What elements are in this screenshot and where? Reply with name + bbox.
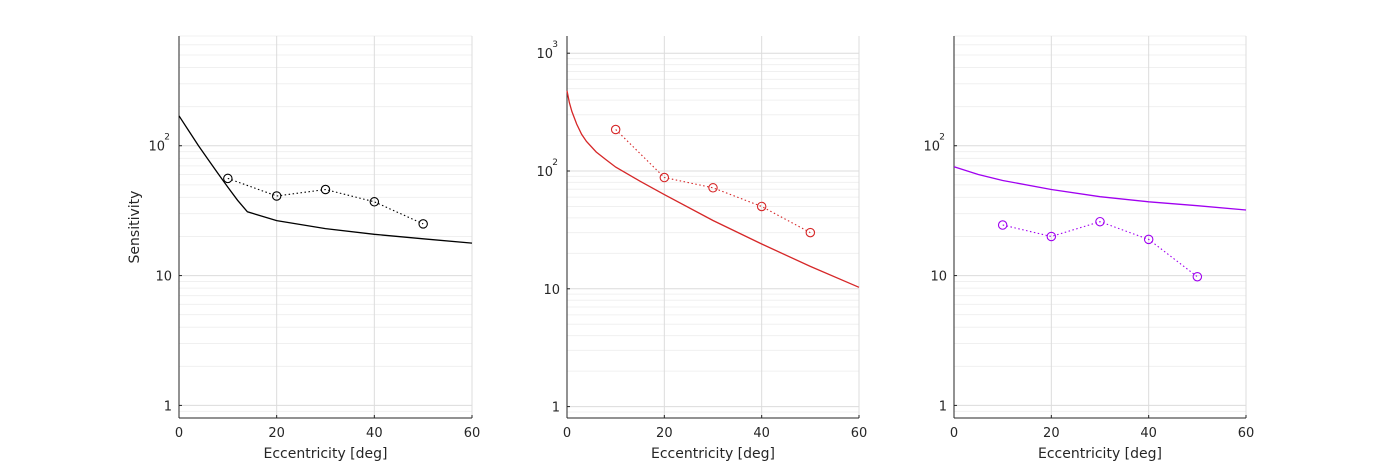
data-point-marker [805, 227, 816, 238]
series-line-dotted [1002, 221, 1198, 278]
y-tick-exponent: 2 [164, 133, 170, 143]
data-point-marker [997, 220, 1008, 230]
data-point-marker [369, 197, 380, 207]
data-point-marker [659, 172, 670, 183]
x-tick-label: 20 [1043, 426, 1060, 441]
data-point-marker [223, 173, 233, 184]
y-tick-label: 10 [930, 270, 947, 285]
data-point-marker [320, 184, 331, 195]
y-tick-label: 10 [543, 283, 560, 298]
x-tick-label: 0 [175, 426, 183, 441]
data-point-marker [756, 201, 767, 212]
data-point-marker [1192, 271, 1203, 282]
y-tick-label: 10 [923, 140, 940, 155]
data-point-marker [708, 183, 718, 193]
x-tick-label: 60 [851, 426, 868, 441]
x-tick-label: 20 [656, 426, 673, 441]
y-tick-exponent: 2 [939, 133, 945, 143]
series-line-dotted [227, 177, 424, 225]
x-tick-label: 60 [464, 426, 481, 441]
y-tick-label: 1 [552, 401, 560, 416]
data-point-marker [271, 191, 282, 201]
y-tick-label: 10 [148, 140, 165, 155]
y-tick-label: 10 [536, 165, 553, 180]
data-point-marker [418, 219, 428, 229]
y-tick-exponent: 3 [552, 40, 558, 50]
data-point-marker [610, 124, 621, 135]
y-axis-label: Sensitivity [127, 191, 143, 264]
series-line-fit [953, 166, 1247, 211]
data-point-marker [1095, 216, 1105, 227]
x-axis-label: Eccentricity [deg] [651, 446, 775, 462]
x-tick-label: 0 [563, 426, 571, 441]
series-line-fit [566, 90, 860, 288]
x-tick-label: 40 [366, 426, 383, 441]
x-axis-label: Eccentricity [deg] [264, 446, 388, 462]
x-tick-label: 40 [753, 426, 770, 441]
data-point-marker [1046, 231, 1057, 242]
y-tick-label: 10 [155, 270, 172, 285]
series-line-dotted [615, 129, 811, 234]
y-tick-label: 10 [536, 47, 553, 62]
x-axis-label: Eccentricity [deg] [1038, 446, 1162, 462]
data-point-marker [1143, 234, 1154, 245]
x-tick-label: 60 [1238, 426, 1255, 441]
x-tick-label: 0 [950, 426, 958, 441]
y-tick-exponent: 2 [552, 158, 558, 168]
y-tick-label: 1 [939, 399, 947, 414]
series-line-fit [178, 115, 473, 244]
x-tick-label: 40 [1140, 426, 1157, 441]
x-tick-label: 20 [268, 426, 285, 441]
y-tick-label: 1 [164, 399, 172, 414]
